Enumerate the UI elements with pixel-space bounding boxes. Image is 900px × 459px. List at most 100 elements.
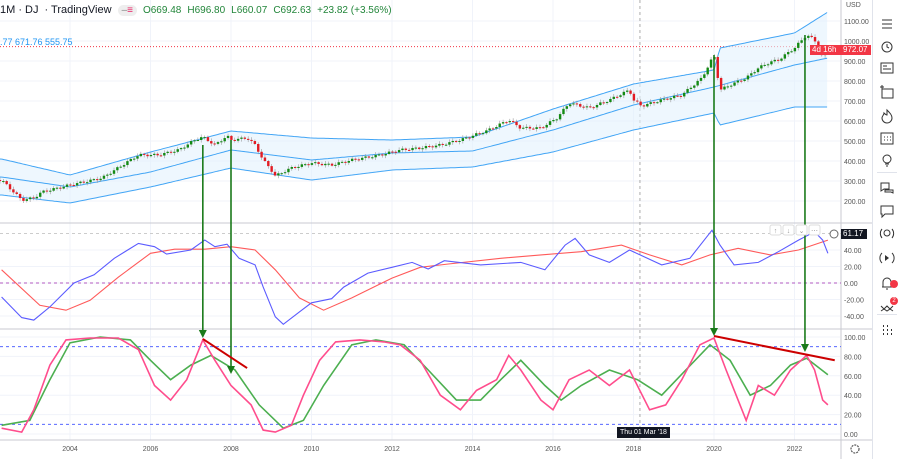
osc1-fast-line (1, 229, 829, 326)
toolbar-divider (877, 172, 897, 173)
candle-body (786, 52, 790, 55)
candle (418, 146, 421, 151)
candle-body (790, 51, 793, 53)
candle (615, 94, 619, 100)
candle (25, 196, 28, 203)
candle-body (213, 143, 216, 145)
candle (213, 140, 216, 147)
pattern-icon[interactable] (879, 300, 895, 316)
candle-body (525, 126, 528, 128)
candle (760, 62, 763, 71)
candle-body (129, 158, 132, 162)
currency-dropdown[interactable]: USD (846, 2, 861, 9)
candle-body (458, 140, 461, 142)
ideas-icon[interactable] (879, 152, 895, 168)
candle (303, 162, 307, 167)
candle-body (612, 96, 615, 99)
candle-body (441, 143, 444, 145)
alarm-icon[interactable] (879, 38, 895, 54)
candle (532, 127, 535, 130)
streams-icon[interactable] (879, 250, 895, 266)
calendar-icon[interactable] (879, 130, 895, 146)
news-icon[interactable] (879, 60, 895, 76)
candle (736, 77, 740, 86)
candle (203, 135, 206, 140)
candle-body (656, 102, 659, 104)
osc1-tick-label: 20.00 (844, 265, 862, 272)
candle-body (491, 128, 495, 130)
candle (458, 138, 461, 145)
pane-control-button[interactable] (795, 224, 808, 236)
candle (169, 149, 173, 155)
candle (394, 150, 397, 155)
candle-body (733, 82, 736, 86)
candle (280, 172, 283, 176)
symbol-interval[interactable]: 1M · DJ (0, 4, 39, 16)
candle-body (666, 98, 669, 100)
candle-body (89, 179, 92, 183)
candle (317, 161, 320, 167)
candle-body (357, 159, 361, 161)
watchlist-icon[interactable] (879, 16, 895, 32)
candle-body (602, 102, 605, 104)
candle-body (632, 93, 636, 101)
ideas-stream-icon[interactable] (879, 226, 895, 242)
candle-body (220, 141, 223, 143)
pane-control-glyph: ⌄ (799, 228, 805, 235)
chart-canvas[interactable]: 2004 2006 2008 2010 2012 2014 2016 2018 2020 2022… (0, 0, 872, 459)
dots-grid-icon[interactable] (879, 322, 895, 338)
settings-gear-icon[interactable] (850, 444, 860, 454)
candle-body (290, 167, 293, 169)
candle-body (723, 86, 726, 90)
candle (659, 96, 662, 105)
candle-body (797, 42, 800, 48)
candle (746, 73, 750, 83)
candle-body (800, 40, 803, 43)
candle (797, 40, 800, 51)
candle-body (495, 127, 498, 129)
candle-body (22, 198, 25, 201)
candle (542, 125, 545, 129)
candle (163, 150, 166, 159)
candle-body (260, 151, 263, 158)
pane-control-button[interactable] (782, 224, 795, 236)
legend-toggle-button[interactable]: –≡ (117, 4, 137, 16)
candle (62, 184, 65, 190)
candle-body (411, 148, 414, 151)
x-tick-label: 2022 (787, 446, 803, 453)
candle-body (246, 138, 250, 140)
candle (491, 127, 495, 131)
candle (729, 84, 733, 89)
candle-body (283, 172, 287, 174)
x-tick-label: 2016 (545, 446, 561, 453)
chats-icon[interactable] (879, 180, 895, 196)
candle-body (481, 133, 485, 135)
candle (186, 141, 189, 149)
candle-body (572, 103, 575, 105)
candle (780, 57, 783, 63)
candle (421, 145, 424, 152)
hotlist-icon[interactable] (879, 108, 895, 124)
candle (246, 136, 250, 143)
candle (149, 152, 153, 158)
candle-body (367, 156, 371, 158)
candle (193, 139, 196, 144)
candle (776, 57, 780, 64)
add-list-icon[interactable] (879, 84, 895, 100)
candle (552, 117, 555, 123)
candle-body (444, 144, 448, 146)
pane-control-button[interactable] (808, 224, 821, 236)
candle-body (669, 98, 672, 100)
chat-icon[interactable] (879, 203, 895, 219)
pane-control-button[interactable] (769, 224, 782, 236)
candle (555, 118, 558, 123)
candle-body (169, 151, 173, 153)
candle (686, 86, 689, 95)
candle-body (32, 197, 35, 199)
candle-body (592, 107, 595, 109)
candle (501, 119, 505, 126)
candle (515, 119, 518, 128)
candle (662, 95, 666, 102)
candle (85, 179, 89, 186)
candle (22, 195, 25, 203)
